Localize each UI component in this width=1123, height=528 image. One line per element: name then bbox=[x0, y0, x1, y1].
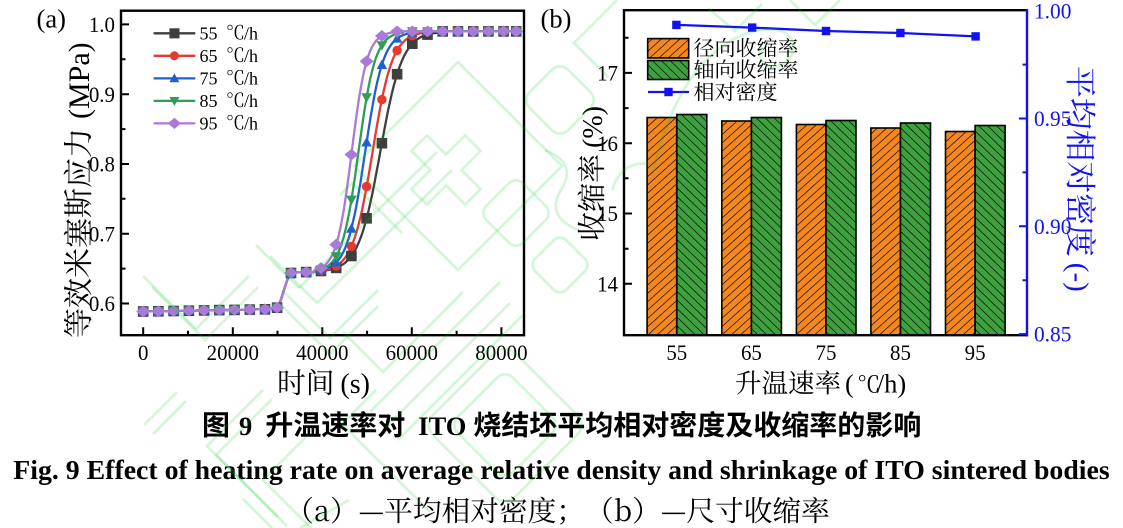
svg-text:0.7: 0.7 bbox=[89, 222, 115, 247]
svg-text:/h: /h bbox=[244, 91, 258, 111]
svg-text:ITO: ITO bbox=[418, 411, 466, 441]
svg-text:0.8: 0.8 bbox=[89, 152, 115, 177]
svg-text:/h: /h bbox=[244, 113, 258, 133]
svg-text:1.0: 1.0 bbox=[89, 12, 115, 37]
svg-text:16: 16 bbox=[597, 131, 618, 156]
svg-text:0.95: 0.95 bbox=[1034, 106, 1071, 132]
svg-text:80000: 80000 bbox=[475, 340, 527, 365]
svg-text:/h: /h bbox=[244, 68, 258, 88]
svg-text:15: 15 bbox=[597, 201, 618, 226]
svg-text:75: 75 bbox=[816, 340, 837, 365]
svg-text:95: 95 bbox=[965, 340, 986, 365]
svg-text:75: 75 bbox=[200, 68, 218, 88]
svg-text:55: 55 bbox=[200, 23, 218, 43]
svg-text:(%): (%) bbox=[578, 106, 609, 148]
svg-text:0: 0 bbox=[138, 340, 149, 365]
svg-text:(-): (-) bbox=[1062, 263, 1094, 292]
svg-text:95: 95 bbox=[200, 113, 218, 133]
svg-text:0.90: 0.90 bbox=[1034, 213, 1071, 239]
svg-text:85: 85 bbox=[890, 340, 911, 365]
svg-text:85: 85 bbox=[200, 91, 218, 111]
svg-text:9: 9 bbox=[239, 411, 252, 441]
svg-text:(b): (b) bbox=[541, 4, 572, 34]
svg-text:/h: /h bbox=[244, 23, 258, 43]
svg-text:0.6: 0.6 bbox=[89, 291, 115, 316]
svg-text:/h: /h bbox=[244, 46, 258, 66]
svg-text:Fig. 9 Effect of heating rate: Fig. 9 Effect of heating rate on average… bbox=[13, 455, 1110, 486]
svg-text:17: 17 bbox=[597, 61, 618, 86]
svg-text:65: 65 bbox=[741, 340, 762, 365]
svg-text:(a): (a) bbox=[37, 4, 66, 34]
svg-text:0.85: 0.85 bbox=[1034, 321, 1071, 347]
svg-text:(s): (s) bbox=[340, 369, 370, 400]
svg-text:14: 14 bbox=[597, 272, 618, 297]
svg-text:/h): /h) bbox=[877, 369, 906, 399]
svg-text:55: 55 bbox=[666, 340, 687, 365]
svg-text:1.00: 1.00 bbox=[1034, 0, 1071, 23]
svg-text:(MPa): (MPa) bbox=[63, 42, 96, 119]
svg-text:40000: 40000 bbox=[296, 340, 348, 365]
svg-text:(: ( bbox=[845, 369, 854, 399]
svg-text:20000: 20000 bbox=[207, 340, 259, 365]
svg-text:65: 65 bbox=[200, 46, 218, 66]
svg-text:0.9: 0.9 bbox=[89, 82, 115, 107]
svg-text:60000: 60000 bbox=[386, 340, 438, 365]
